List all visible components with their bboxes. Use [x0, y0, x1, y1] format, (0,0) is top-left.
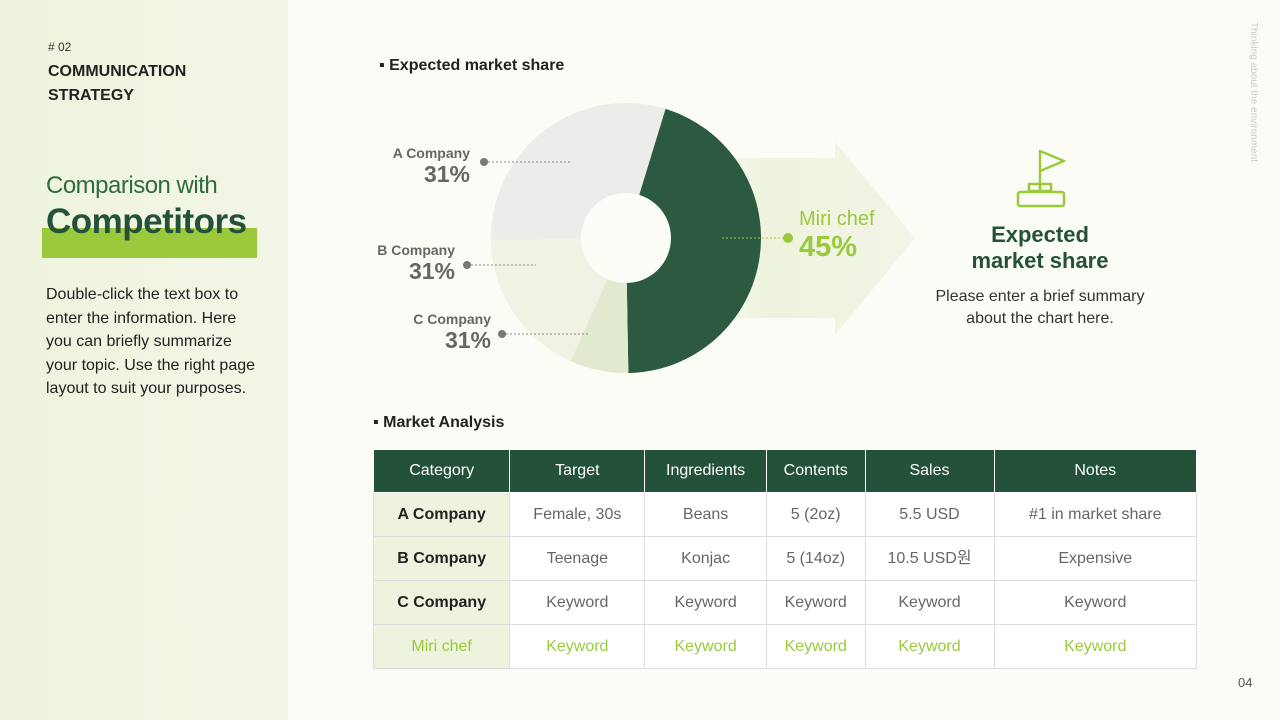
table-cell: 10.5 USD원 — [864, 536, 995, 581]
table-cell: Keyword — [864, 580, 995, 625]
market-table: Category Target Ingredients Contents Sales No… — [372, 449, 1198, 669]
table-row: C Company Keyword Keyword Keyword Keyword Key… — [372, 580, 1198, 625]
table-cell: Keyword — [765, 580, 866, 625]
label-name: A Company — [392, 145, 470, 161]
table-row: B Company Teenage Konjac 5 (14oz) 10.5 USD원 E… — [372, 536, 1198, 581]
table-cell: #1 in market share — [993, 492, 1198, 537]
column-header: Contents — [765, 449, 866, 493]
arrow-shape — [700, 142, 915, 335]
summary-title: Expected — [991, 222, 1089, 247]
table-cell: Teenage — [509, 536, 646, 581]
column-header: Sales — [864, 449, 995, 493]
table-cell: Expensive — [993, 536, 1198, 581]
column-header: Notes — [993, 449, 1198, 493]
table-cell: Keyword — [864, 624, 995, 669]
page-subtitle: Comparison with — [46, 172, 218, 199]
table-cell: Keyword — [509, 624, 646, 669]
label-miri-chef: Miri chef 45% — [799, 208, 875, 264]
label-a-company: A Company 31% — [370, 145, 470, 187]
chart-heading: ▪ Expected market share — [379, 57, 565, 74]
column-header: Ingredients — [644, 449, 767, 493]
table-cell: Female, 30s — [509, 492, 646, 537]
label-value: 31% — [423, 161, 470, 187]
label-c-company: C Company 31% — [391, 311, 491, 353]
row-category: Miri chef — [372, 624, 511, 669]
leader-dot — [783, 233, 793, 243]
description: Double-click the text box to enter the i… — [46, 286, 256, 397]
table-cell: Konjac — [644, 536, 767, 581]
table-cell: 5 (2oz) — [765, 492, 866, 537]
section-line: STRATEGY — [48, 87, 134, 104]
column-header: Target — [509, 449, 646, 493]
table-heading: ▪ Market Analysis — [373, 414, 505, 431]
flag-icon — [1016, 149, 1066, 208]
table-cell: Keyword — [644, 580, 767, 625]
title-highlight — [42, 228, 257, 258]
label-value: 45% — [799, 231, 858, 263]
label-name: C Company — [413, 311, 491, 327]
summary-title: market share — [971, 248, 1109, 273]
label-name: Miri chef — [799, 208, 875, 230]
table-cell: Keyword — [993, 580, 1198, 625]
label-b-company: B Company 31% — [355, 242, 455, 284]
leader-dot — [463, 261, 471, 269]
summary-text: about the chart here. — [966, 310, 1114, 327]
section-line: COMMUNICATION — [48, 63, 187, 80]
row-category: C Company — [372, 580, 511, 625]
page-number: 04 — [1238, 675, 1253, 690]
table-row: Miri chef Keyword Keyword Keyword Keyword Key… — [372, 624, 1198, 669]
row-category: A Company — [372, 492, 511, 537]
label-name: B Company — [377, 242, 455, 258]
table-cell: Keyword — [993, 624, 1198, 669]
page-title: Competitors — [46, 202, 247, 241]
label-value: 31% — [444, 327, 491, 353]
pie-slice-miri-chef — [626, 108, 761, 373]
section-number: # 02 — [48, 40, 72, 54]
leader-dot — [480, 158, 488, 166]
table-cell: Keyword — [509, 580, 646, 625]
table-row: A Company Female, 30s Beans 5 (2oz) 5.5 USD #… — [372, 492, 1198, 537]
label-value: 31% — [408, 258, 455, 284]
table-cell: Beans — [644, 492, 767, 537]
donut-hole — [581, 193, 671, 283]
table-cell: 5.5 USD — [864, 492, 995, 537]
table-cell: Keyword — [765, 624, 866, 669]
row-category: B Company — [372, 536, 511, 581]
vertical-caption: Thinking about the environment — [1248, 22, 1259, 163]
summary-text: Please enter a brief summary — [935, 288, 1145, 305]
column-header: Category — [372, 449, 511, 493]
leader-dot — [498, 330, 506, 338]
pie-slice-b-company — [491, 238, 626, 362]
summary: Expected market share Please enter a bri… — [930, 222, 1150, 330]
table-cell: 5 (14oz) — [765, 536, 866, 581]
sidebar — [0, 0, 288, 720]
table-cell: Keyword — [644, 624, 767, 669]
section-title: COMMUNICATION STRATEGY — [48, 60, 186, 108]
